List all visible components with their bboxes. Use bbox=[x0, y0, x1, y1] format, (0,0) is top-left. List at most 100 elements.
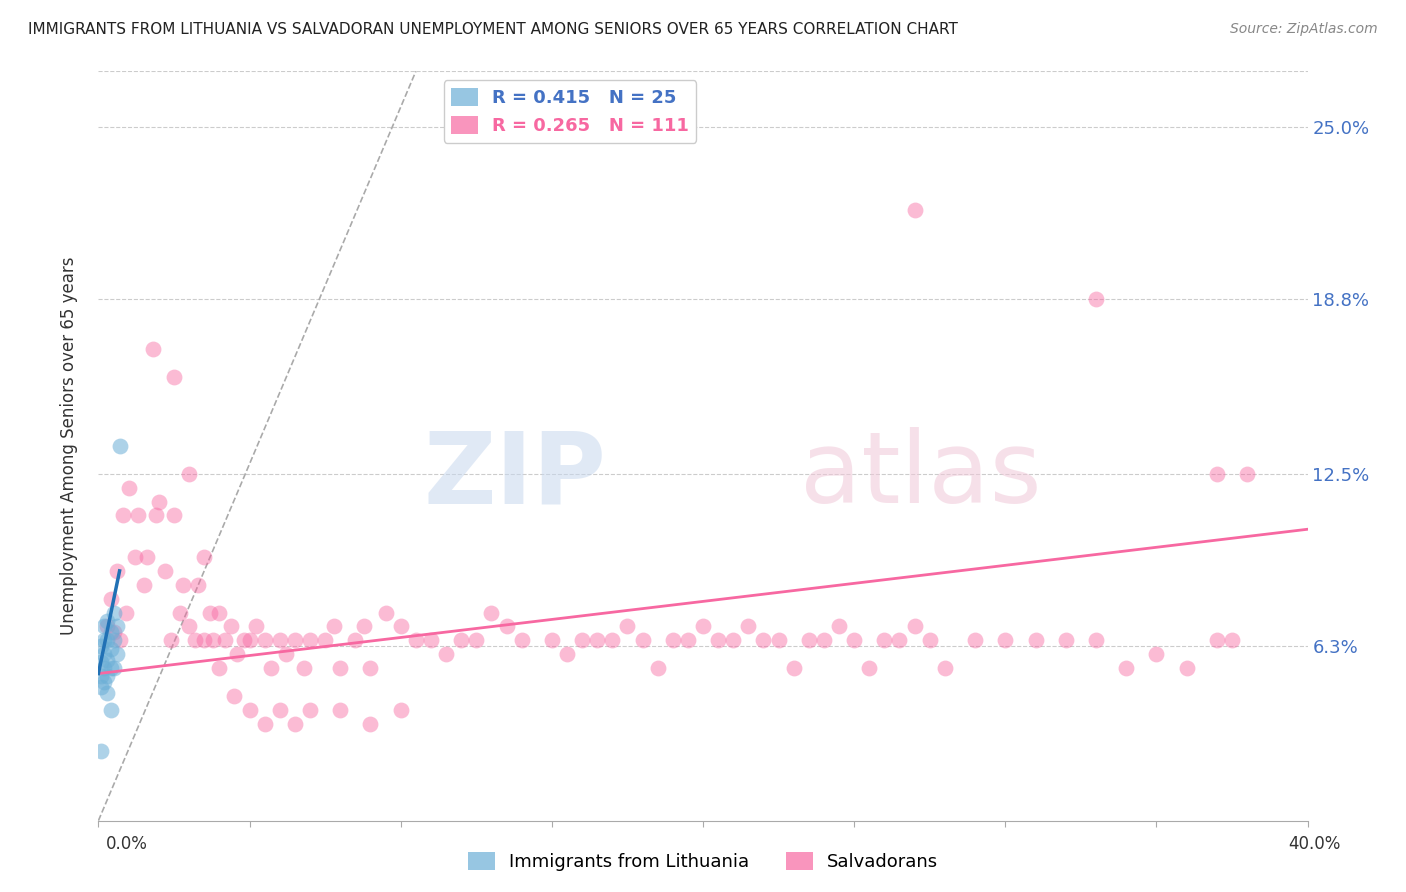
Point bbox=[353, 619, 375, 633]
Point bbox=[934, 661, 956, 675]
Point bbox=[481, 606, 503, 620]
Point bbox=[96, 686, 118, 700]
Point bbox=[127, 508, 149, 523]
Point bbox=[135, 549, 157, 564]
Point bbox=[631, 633, 654, 648]
Point bbox=[93, 619, 115, 633]
Point bbox=[193, 549, 215, 564]
Point bbox=[1206, 633, 1229, 648]
Point bbox=[1085, 633, 1108, 648]
Point bbox=[434, 647, 457, 661]
Point bbox=[224, 689, 246, 703]
Point bbox=[208, 606, 231, 620]
Point bbox=[142, 342, 165, 356]
Point bbox=[269, 703, 291, 717]
Point bbox=[314, 633, 336, 648]
Point bbox=[602, 633, 624, 648]
Point bbox=[90, 656, 112, 670]
Point bbox=[221, 619, 243, 633]
Point bbox=[103, 633, 125, 648]
Point bbox=[1115, 661, 1137, 675]
Point bbox=[200, 606, 222, 620]
Point bbox=[510, 633, 533, 648]
Point bbox=[360, 661, 382, 675]
Point bbox=[100, 661, 122, 675]
Point bbox=[1085, 292, 1108, 306]
Point bbox=[420, 633, 443, 648]
Point bbox=[179, 467, 201, 481]
Point bbox=[100, 641, 122, 656]
Point bbox=[105, 647, 128, 661]
Point bbox=[118, 481, 141, 495]
Point bbox=[707, 633, 730, 648]
Point bbox=[132, 578, 155, 592]
Point bbox=[232, 633, 254, 648]
Point bbox=[184, 633, 207, 648]
Point bbox=[299, 633, 322, 648]
Point bbox=[495, 619, 517, 633]
Point bbox=[114, 606, 136, 620]
Point bbox=[389, 619, 412, 633]
Point bbox=[108, 439, 131, 453]
Point bbox=[676, 633, 699, 648]
Point bbox=[100, 591, 122, 606]
Point bbox=[103, 606, 125, 620]
Point bbox=[100, 624, 122, 639]
Point bbox=[323, 619, 346, 633]
Point bbox=[90, 744, 112, 758]
Point bbox=[994, 633, 1017, 648]
Point bbox=[692, 619, 714, 633]
Point bbox=[179, 619, 201, 633]
Text: 40.0%: 40.0% bbox=[1288, 835, 1341, 853]
Point bbox=[93, 674, 115, 689]
Point bbox=[586, 633, 609, 648]
Point bbox=[214, 633, 236, 648]
Point bbox=[1054, 633, 1077, 648]
Point bbox=[253, 633, 276, 648]
Point bbox=[344, 633, 367, 648]
Point bbox=[813, 633, 835, 648]
Point bbox=[873, 633, 896, 648]
Point bbox=[103, 624, 125, 639]
Point bbox=[160, 633, 183, 648]
Point bbox=[723, 633, 745, 648]
Point bbox=[148, 494, 170, 508]
Point bbox=[1206, 467, 1229, 481]
Point bbox=[93, 661, 115, 675]
Point bbox=[465, 633, 488, 648]
Point bbox=[783, 661, 806, 675]
Point bbox=[260, 661, 283, 675]
Point bbox=[737, 619, 759, 633]
Text: 0.0%: 0.0% bbox=[105, 835, 148, 853]
Point bbox=[245, 619, 267, 633]
Point bbox=[269, 633, 291, 648]
Point bbox=[96, 619, 118, 633]
Point bbox=[90, 681, 112, 695]
Legend: R = 0.415   N = 25, R = 0.265   N = 111: R = 0.415 N = 25, R = 0.265 N = 111 bbox=[443, 80, 696, 143]
Point bbox=[105, 619, 128, 633]
Point bbox=[163, 508, 186, 523]
Point bbox=[187, 578, 209, 592]
Y-axis label: Unemployment Among Seniors over 65 years: Unemployment Among Seniors over 65 years bbox=[59, 257, 77, 635]
Point bbox=[647, 661, 669, 675]
Point bbox=[1220, 633, 1243, 648]
Point bbox=[274, 647, 297, 661]
Point bbox=[299, 703, 322, 717]
Point bbox=[90, 639, 112, 653]
Point bbox=[100, 703, 122, 717]
Point bbox=[208, 661, 231, 675]
Point bbox=[253, 716, 276, 731]
Point bbox=[965, 633, 987, 648]
Point bbox=[226, 647, 249, 661]
Point bbox=[450, 633, 472, 648]
Point bbox=[540, 633, 562, 648]
Point bbox=[96, 653, 118, 667]
Text: atlas: atlas bbox=[800, 427, 1042, 524]
Point bbox=[93, 633, 115, 648]
Point bbox=[239, 633, 262, 648]
Point bbox=[145, 508, 167, 523]
Point bbox=[284, 633, 307, 648]
Point bbox=[103, 661, 125, 675]
Point bbox=[889, 633, 911, 648]
Legend: Immigrants from Lithuania, Salvadorans: Immigrants from Lithuania, Salvadorans bbox=[461, 845, 945, 879]
